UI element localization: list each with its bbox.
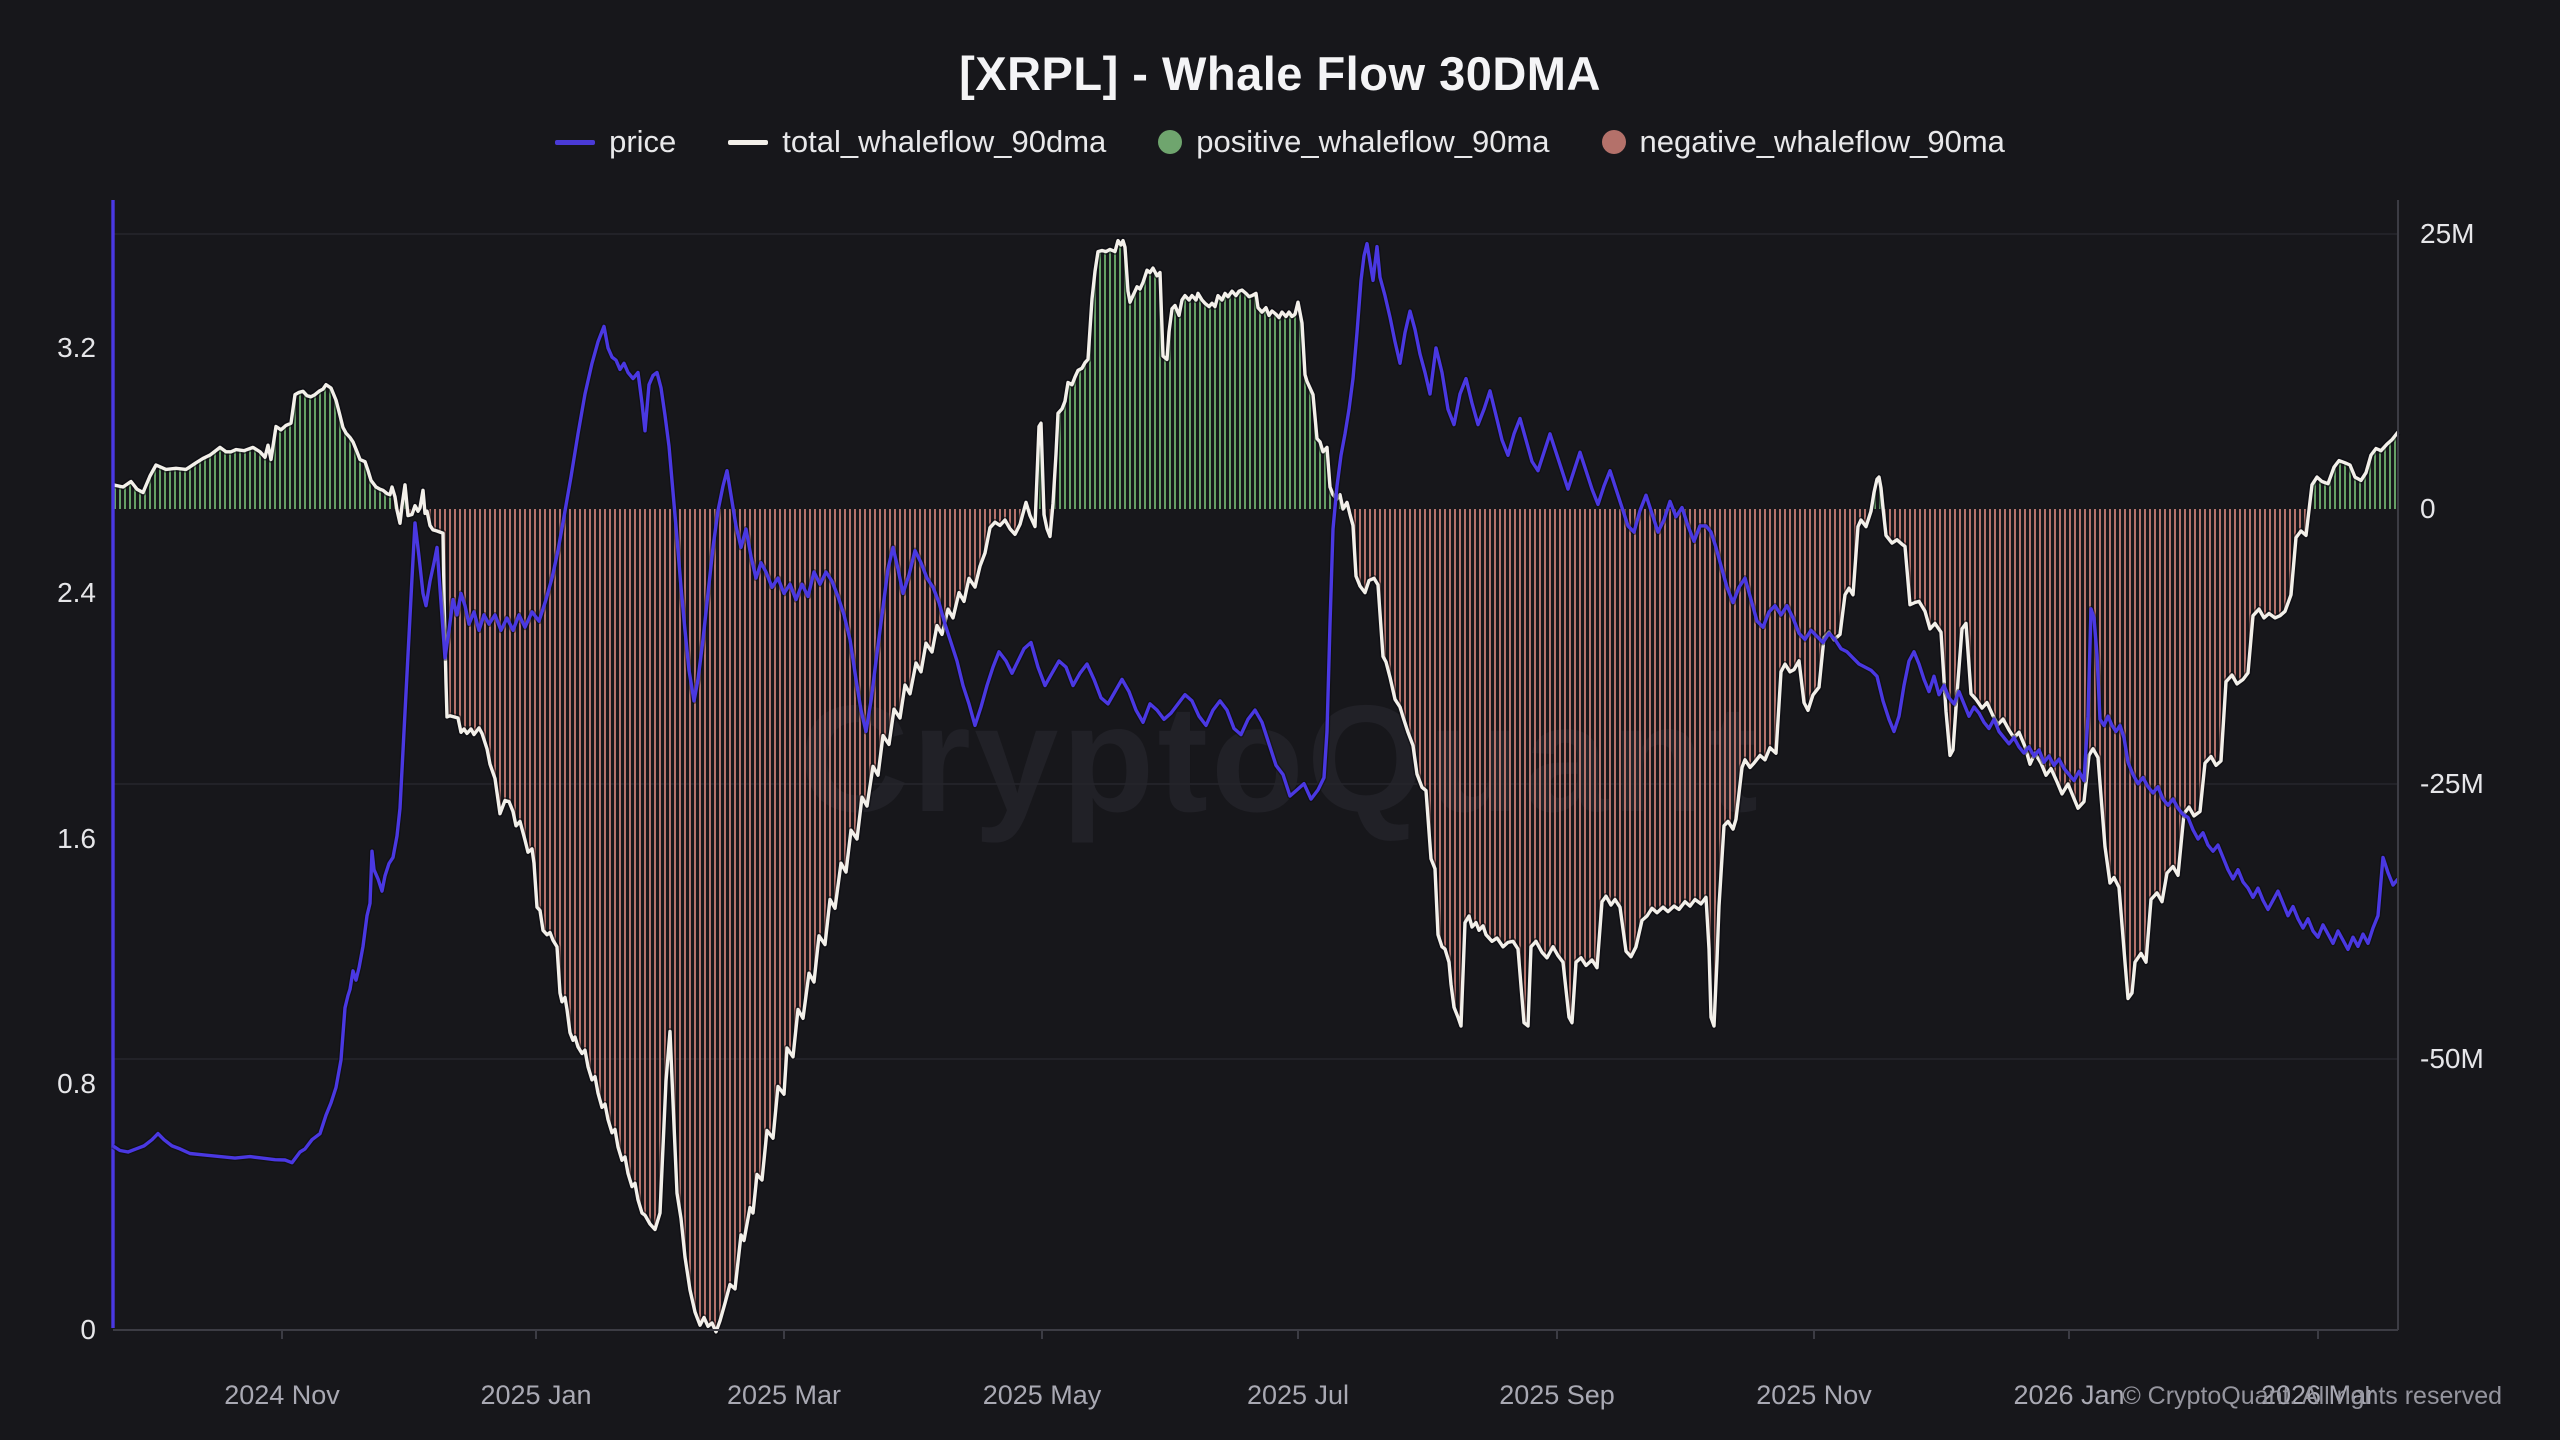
total-whaleflow-line <box>112 238 2400 1334</box>
price-line <box>112 241 2400 1165</box>
chart-title: [XRPL] - Whale Flow 30DMA <box>959 47 1601 100</box>
legend-item-price[interactable]: price <box>555 124 676 160</box>
x-axis-label-2025-May: 2025 May <box>982 1380 1102 1410</box>
legend-swatch-positive-dot-icon <box>1158 130 1183 154</box>
price-axis-label-1.6: 1.6 <box>57 823 96 854</box>
price-axis-label-0.8: 0.8 <box>57 1068 96 1099</box>
flow-axis-label--50M: -50M <box>2420 1043 2484 1074</box>
x-axis-label-2025-Jul: 2025 Jul <box>1246 1380 1350 1410</box>
x-axis-label-2024-Nov: 2024 Nov <box>224 1380 340 1410</box>
price-axis-label-0: 0 <box>80 1314 96 1345</box>
legend-label-positive: positive_whaleflow_90ma <box>1196 124 1550 159</box>
copyright-note: © CryptoQuant. All rights reserved <box>2122 1382 2502 1410</box>
x-axis-label-2025-Jan: 2025 Jan <box>480 1380 592 1410</box>
x-axis-label-2025-Nov: 2025 Nov <box>1756 1380 1872 1410</box>
flow-axis-label-0: 0 <box>2420 493 2436 524</box>
x-axis-label-2025-Sep: 2025 Sep <box>1499 1380 1615 1410</box>
x-axis-label-2025-Mar: 2025 Mar <box>726 1380 842 1410</box>
legend-swatch-total-line-icon <box>728 139 769 145</box>
legend-item-negative[interactable]: negative_whaleflow_90ma <box>1601 124 2005 160</box>
legend-label-negative: negative_whaleflow_90ma <box>1639 124 2005 159</box>
x-axis-label-2026-Mar: 2026 Mar <box>2260 1380 2376 1410</box>
legend-label-total: total_whaleflow_90dma <box>782 124 1107 159</box>
positive-whaleflow-hatch-area <box>114 243 2396 509</box>
legend-item-total[interactable]: total_whaleflow_90dma <box>728 124 1106 160</box>
price-axis-label-3.2: 3.2 <box>57 332 96 363</box>
legend-item-positive[interactable]: positive_whaleflow_90ma <box>1158 124 1550 160</box>
flow-axis-label-25M: 25M <box>2420 218 2475 249</box>
x-axis-label-2026-Jan: 2026 Jan <box>2013 1380 2125 1410</box>
legend-swatch-negative-dot-icon <box>1601 130 1626 154</box>
price-axis-label-2.4: 2.4 <box>57 577 96 608</box>
legend-swatch-price-line-icon <box>555 139 596 145</box>
legend-label-price: price <box>609 124 677 159</box>
chart-legend: price total_whaleflow_90dma positive_whale… <box>0 124 2560 160</box>
flow-axis-label--25M: -25M <box>2420 768 2484 799</box>
